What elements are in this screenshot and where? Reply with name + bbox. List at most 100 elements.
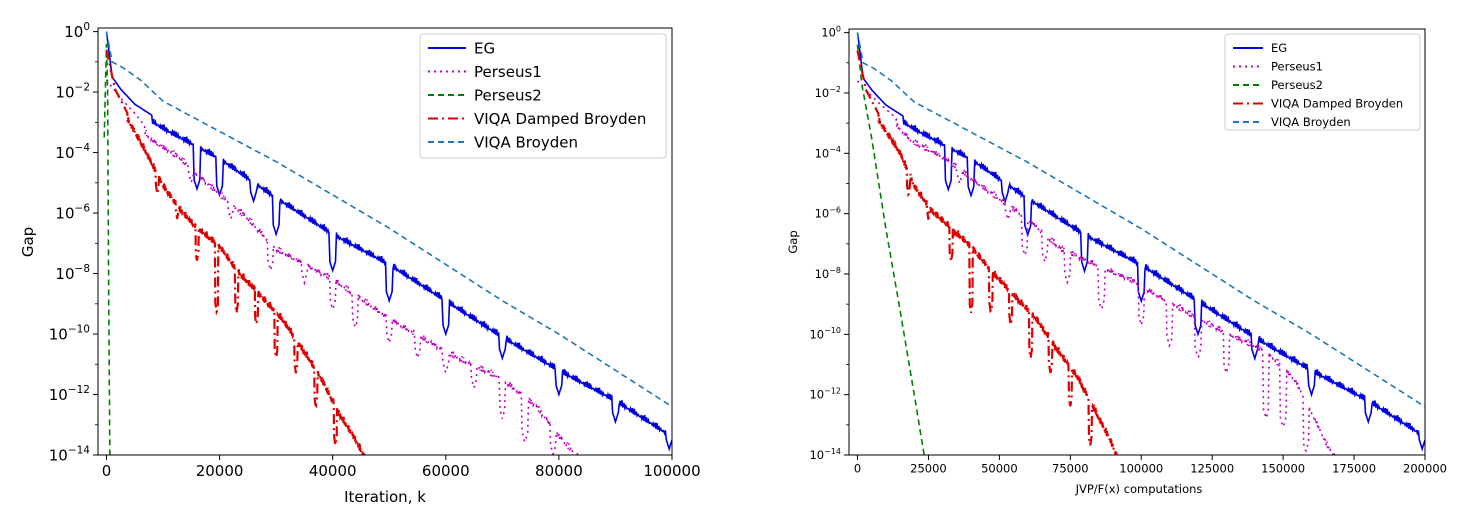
y-tick-label: 10−12 <box>49 384 90 404</box>
y-tick-label: 10−4 <box>55 142 90 162</box>
left-chart: 0 20000 40000 60000 80000 100000 10010−210−41… <box>19 21 701 506</box>
legend-label: Perseus2 <box>1271 78 1323 92</box>
y-tick-exponent: −4 <box>829 145 841 154</box>
y-tick-exponent: −8 <box>829 266 841 275</box>
legend-label: Perseus1 <box>474 63 542 81</box>
x-tick-label: 125000 <box>1190 462 1234 476</box>
y-tick-exponent: −8 <box>75 263 90 275</box>
right-series-group <box>856 32 1425 455</box>
x-tick-label: 80000 <box>535 462 583 480</box>
right-x-axis: 0 25000 50000 75000 100000 125000 150000 175000… <box>854 455 1447 476</box>
y-tick-exponent: −12 <box>824 387 841 396</box>
y-tick-label: 10−6 <box>55 203 90 223</box>
y-tick-base: 10 <box>809 327 824 341</box>
y-tick-label: 100 <box>64 21 90 41</box>
x-tick-label: 60000 <box>422 462 470 480</box>
y-tick-base: 10 <box>55 204 74 222</box>
y-tick-label: 10−4 <box>815 145 841 160</box>
series-line-viqa-broyden <box>856 32 1425 408</box>
x-tick-label: 100000 <box>1119 462 1163 476</box>
y-tick-base: 10 <box>809 448 824 462</box>
x-tick-label: 20000 <box>196 462 244 480</box>
x-tick-label: 175000 <box>1332 462 1376 476</box>
y-tick-base: 10 <box>815 86 830 100</box>
legend-label: VIQA Damped Broyden <box>1271 97 1403 111</box>
y-tick-base: 10 <box>809 388 824 402</box>
left-axes-frame <box>97 27 673 456</box>
y-tick-exponent: −4 <box>75 142 91 154</box>
y-tick-label: 10−10 <box>809 326 841 341</box>
series-line-perseus2 <box>103 43 111 455</box>
right-legend: EG Perseus1 Perseus2 VIQA Damped Broyden VIQ… <box>1224 33 1421 131</box>
y-tick-label: 10−2 <box>815 85 841 100</box>
y-tick-label: 10−2 <box>55 82 90 102</box>
x-tick-label: 0 <box>854 462 861 476</box>
legend-label: VIQA Broyden <box>474 133 578 151</box>
right-axes-frame <box>848 28 1426 456</box>
left-x-axis-title: Iteration, k <box>344 488 426 506</box>
right-legend-box <box>1224 33 1421 131</box>
y-tick-base: 10 <box>821 26 836 40</box>
y-tick-base: 10 <box>49 386 68 404</box>
y-tick-base: 10 <box>55 144 74 162</box>
x-tick-label: 50000 <box>981 462 1018 476</box>
y-tick-exponent: 0 <box>83 21 90 33</box>
y-tick-base: 10 <box>55 265 74 283</box>
y-tick-base: 10 <box>64 23 83 41</box>
x-tick-label: 75000 <box>1052 462 1089 476</box>
left-legend-box <box>419 33 667 159</box>
series-line-viqa-broyden <box>105 31 672 408</box>
legend-label: Perseus1 <box>1271 60 1323 74</box>
series-line-perseus2 <box>856 44 925 455</box>
series-line-viqa-damped-broyden <box>105 49 366 455</box>
left-y-axis-title: Gap <box>19 227 37 257</box>
series-line-perseus1 <box>856 80 1339 455</box>
legend-label: EG <box>1271 41 1287 55</box>
y-tick-exponent: −14 <box>824 447 841 456</box>
y-tick-exponent: 0 <box>836 24 841 33</box>
legend-label: VIQA Damped Broyden <box>474 110 646 128</box>
y-tick-label: 10−8 <box>815 266 841 281</box>
series-line-eg <box>856 32 1425 452</box>
y-tick-base: 10 <box>55 83 74 101</box>
legend-label: Perseus2 <box>474 86 542 104</box>
y-tick-base: 10 <box>49 325 68 343</box>
y-tick-exponent: −12 <box>68 384 90 396</box>
left-x-axis: 0 20000 40000 60000 80000 100000 <box>102 455 701 480</box>
right-x-axis-title: JVP/F(x) computations <box>1075 482 1203 496</box>
y-tick-exponent: −6 <box>829 205 841 214</box>
series-line-viqa-damped-broyden <box>856 50 1119 455</box>
y-tick-label: 100 <box>821 24 841 39</box>
y-tick-exponent: −10 <box>824 326 841 335</box>
right-y-axis-title: Gap <box>786 230 800 253</box>
y-tick-base: 10 <box>815 207 830 221</box>
x-tick-label: 40000 <box>309 462 357 480</box>
y-tick-label: 10−8 <box>55 263 90 283</box>
x-tick-label: 200000 <box>1403 462 1447 476</box>
y-tick-base: 10 <box>815 146 830 160</box>
y-tick-exponent: −14 <box>68 445 90 457</box>
x-tick-label: 25000 <box>910 462 947 476</box>
y-tick-base: 10 <box>49 446 68 464</box>
y-tick-label: 10−14 <box>809 447 841 462</box>
series-line-perseus1 <box>105 79 580 455</box>
y-tick-base: 10 <box>815 267 830 281</box>
legend-label: EG <box>474 39 495 57</box>
y-tick-label: 10−14 <box>49 445 91 465</box>
y-tick-exponent: −10 <box>68 324 90 336</box>
x-tick-label: 150000 <box>1261 462 1305 476</box>
x-tick-label: 100000 <box>643 462 700 480</box>
left-legend: EG Perseus1 Perseus2 VIQA Damped Broyden VIQ… <box>419 33 667 159</box>
left-series-group <box>103 31 672 455</box>
x-tick-label: 0 <box>102 462 112 480</box>
y-tick-exponent: −2 <box>829 85 841 94</box>
y-tick-label: 10−10 <box>49 324 90 344</box>
y-tick-label: 10−12 <box>809 387 841 402</box>
y-tick-label: 10−6 <box>815 205 841 220</box>
right-chart: 0 25000 50000 75000 100000 125000 150000 175000… <box>786 24 1447 496</box>
y-tick-exponent: −2 <box>75 82 90 94</box>
y-tick-exponent: −6 <box>75 203 91 215</box>
